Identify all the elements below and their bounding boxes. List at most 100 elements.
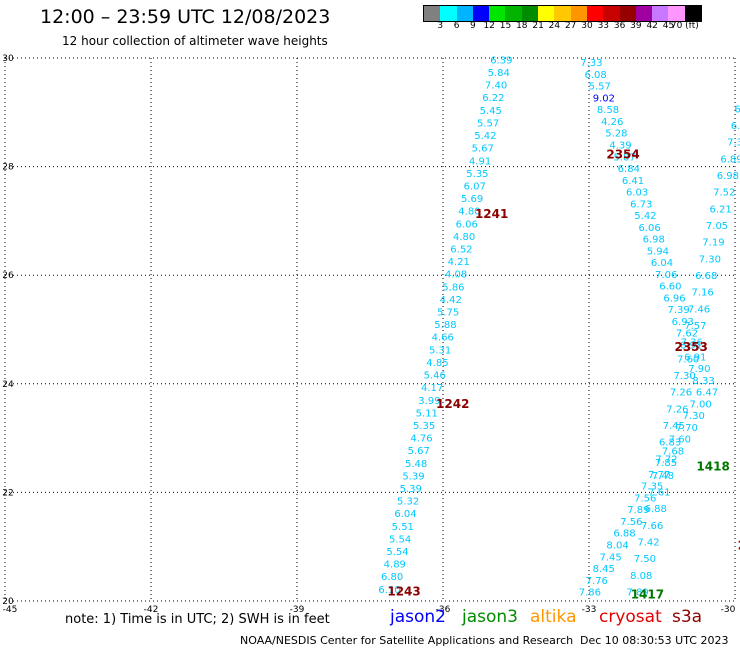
wave-height-value: 6.41	[622, 176, 644, 187]
wave-height-value: 5.84	[488, 68, 510, 79]
wave-height-value: 6.68	[695, 271, 717, 282]
pass-number-label: 2354	[606, 147, 639, 161]
wave-height-value: 6.98	[717, 171, 739, 182]
wave-height-value: 4.76	[410, 434, 432, 445]
color-swatch	[603, 6, 620, 21]
wave-height-value: 5.46	[424, 371, 446, 382]
wave-height-value: 5.32	[397, 497, 419, 508]
satellite-name-jason2: jason2	[390, 607, 446, 627]
wave-height-value: 6.84	[618, 164, 640, 175]
wave-height-value: 5.54	[389, 534, 411, 545]
wave-height-value: 7.72	[655, 454, 677, 465]
wave-height-value: 7.26	[666, 404, 688, 415]
color-scale-label: 36	[613, 21, 626, 31]
axis-ticks: -45 -42 -39 -36 -33 -30 30 28 26 24 22 20	[2, 54, 735, 615]
x-tick-label: -42	[144, 605, 159, 615]
wave-height-value: 3.99	[418, 396, 440, 407]
wave-height-value: 4.89	[384, 560, 406, 571]
y-tick-label: 26	[2, 271, 14, 281]
wave-height-value: 6.83	[659, 438, 681, 449]
wave-height-value: 7.42	[637, 538, 659, 549]
wave-height-value: 7.35	[641, 482, 663, 493]
wave-height-value: 6.04	[394, 509, 416, 520]
wave-height-value: 5.57	[589, 82, 611, 93]
wave-height-value: 7.62	[676, 329, 698, 340]
wave-height-value: 4.80	[453, 232, 475, 243]
wave-height-value: 5.31	[429, 345, 451, 356]
color-scale-label: 30	[581, 21, 593, 31]
wave-height-value: 7.56	[634, 493, 656, 504]
footer-timestamp: Dec 10 08:30:53 UTC 2023	[580, 634, 729, 647]
wave-height-value: 7.40	[485, 81, 507, 92]
wave-height-value: 8.08	[630, 571, 652, 582]
wave-height-value: 7.33	[580, 58, 602, 69]
x-tick-label: -45	[3, 605, 18, 615]
wave-height-value: 7.52	[713, 188, 735, 199]
wave-height-value: 7.70	[676, 423, 698, 434]
wave-height-value: 5.67	[408, 446, 430, 457]
wave-height-value: 7.48	[652, 471, 674, 482]
pass-number-label: 1417	[631, 587, 664, 601]
x-tick-label: -33	[582, 605, 597, 615]
wave-height-value: 6.06	[638, 223, 660, 234]
wave-height-value: 7.3	[727, 138, 740, 149]
wave-height-value: 5.39	[400, 484, 422, 495]
wave-height-value: 5.75	[437, 308, 459, 319]
color-swatch	[554, 6, 571, 21]
wave-height-value: 5.42	[474, 131, 496, 142]
pass-number-label: 2352	[738, 538, 740, 552]
wave-height-value: 6.93	[672, 317, 694, 328]
wave-height-value: 6.52	[450, 245, 472, 256]
wave-height-value: 8.58	[597, 105, 619, 116]
color-swatch	[684, 6, 702, 21]
wave-height-color-scale	[423, 5, 703, 22]
wave-height-value: 7.60	[677, 354, 699, 365]
color-scale-label: 15	[499, 21, 512, 31]
wave-height-value: 7.45	[600, 552, 622, 563]
wave-height-value: 7.19	[702, 238, 724, 249]
color-scale-label: 21	[532, 21, 544, 31]
color-swatch	[505, 6, 522, 21]
map-grid	[4, 57, 736, 602]
color-scale-label: 45	[662, 21, 675, 31]
wave-height-value: 7.16	[691, 288, 713, 299]
wave-height-value: 4.17	[421, 383, 443, 394]
color-scale-label: 3	[437, 21, 444, 31]
wave-height-value: 7.30	[673, 371, 695, 382]
color-scale-label: 6	[453, 21, 460, 31]
wave-height-value: 9.02	[593, 93, 615, 104]
wave-height-value: 6.91	[680, 341, 702, 352]
wave-height-value: 6.04	[651, 258, 673, 269]
color-swatch	[424, 6, 441, 21]
wave-height-value: 7.00	[689, 399, 711, 410]
wave-height-value: 6.60	[659, 282, 681, 293]
wave-height-value: 5.51	[392, 522, 414, 533]
wave-height-value: 4.80	[458, 207, 480, 218]
wave-height-value: 7.30	[683, 411, 705, 422]
wave-height-value: 5.39	[402, 471, 424, 482]
wave-height-value: 7.86	[579, 588, 601, 599]
color-scale-label: 42	[646, 21, 658, 31]
color-swatch	[668, 6, 685, 21]
wave-height-value: 7.77	[648, 470, 670, 481]
wave-height-value: 7.60	[669, 435, 691, 446]
wave-height-value: 4.42	[440, 295, 462, 306]
y-tick-label: 30	[2, 54, 14, 64]
wave-height-value: 4.66	[432, 333, 454, 344]
wave-height-value: 5.45	[480, 106, 502, 117]
wave-height-value: 7.76	[586, 576, 608, 587]
wave-height-value: 6.7	[731, 121, 740, 132]
map-title: 12:00 – 23:59 UTC 12/08/2023	[40, 6, 331, 28]
wave-height-value: 5.69	[461, 194, 483, 205]
wave-height-value: 5.48	[405, 459, 427, 470]
units-note: note: 1) Time is in UTC; 2) SWH is in fe…	[65, 612, 330, 627]
color-swatch	[586, 6, 604, 21]
wave-height-value: 7.57	[684, 321, 706, 332]
color-swatch	[652, 6, 669, 21]
pass-labels: 12411242124323542353235223514181417	[387, 147, 740, 601]
wave-height-value: 6.96	[663, 293, 685, 304]
wave-height-value: 7.56	[620, 517, 642, 528]
color-scale-label: 39	[630, 21, 642, 31]
wave-height-value: 5.28	[605, 129, 627, 140]
wave-height-value: 6.10	[378, 585, 400, 596]
